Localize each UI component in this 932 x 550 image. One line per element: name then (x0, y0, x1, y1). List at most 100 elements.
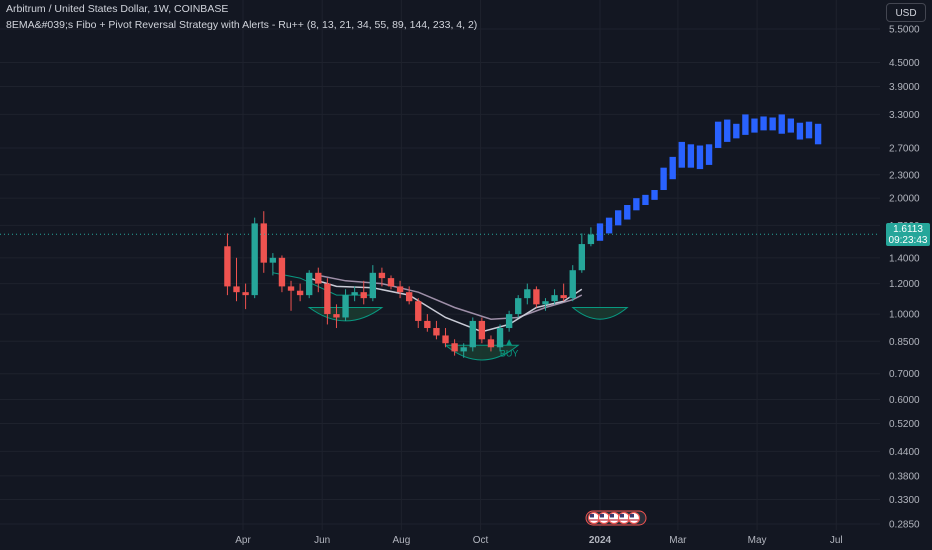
candle-body (542, 301, 549, 305)
buy-signal-label: BUY (500, 348, 519, 358)
projection-bar (633, 198, 640, 211)
flag-canton (630, 514, 634, 518)
candle-body (287, 286, 295, 291)
candle-body (433, 328, 440, 336)
price-tick-label: 0.5200 (889, 419, 920, 430)
projection-bar (642, 194, 649, 205)
projection-bar (724, 119, 731, 142)
price-axis: 5.5000 4.5000 3.9000 3.3000 2.7000 2.3000 2.00… (889, 25, 920, 531)
candle-body (260, 223, 267, 263)
price-tick-label: 3.9000 (889, 82, 920, 93)
projection-bar (678, 141, 685, 168)
price-tick-label: 0.7000 (889, 369, 920, 380)
candle-body (396, 286, 404, 293)
candle-body (442, 335, 449, 344)
projection-bar (660, 167, 667, 191)
candle-body (478, 320, 486, 340)
candle-body (569, 270, 576, 299)
candle-body (251, 223, 258, 296)
candle-body (487, 339, 495, 348)
projection-bar (760, 116, 767, 131)
indicator-legend[interactable]: 8EMA&#039;s Fibo + Pivot Reversal Strate… (6, 19, 478, 31)
candle-body (524, 289, 531, 299)
projection-bars (596, 114, 822, 241)
projection-bar (787, 118, 795, 133)
projection-bar (596, 223, 604, 241)
projection-bar (714, 121, 722, 148)
time-tick-label: May (748, 535, 767, 546)
last-price-tag: 1.6113 09:23:43 (886, 223, 930, 247)
candle-body (533, 289, 540, 305)
projection-bar (733, 123, 740, 139)
candle-body (587, 234, 595, 245)
price-tick-label: 0.3800 (889, 471, 920, 482)
price-tick-label: 4.5000 (889, 58, 920, 69)
projection-bar (742, 114, 749, 135)
candle-body (505, 314, 513, 329)
candle-body (405, 292, 413, 302)
projection-bar (651, 190, 658, 200)
candle-body (387, 278, 395, 287)
projection-bar (805, 121, 813, 139)
flag-canton (600, 514, 604, 518)
time-tick-label: 2024 (589, 535, 612, 546)
symbol-title[interactable]: Arbitrum / United States Dollar, 1W, COI… (6, 3, 229, 15)
price-tick-label: 1.4000 (889, 253, 920, 264)
projection-bar (796, 122, 804, 140)
candle-body (560, 295, 567, 299)
candle-body (224, 246, 231, 287)
candle-body (306, 272, 313, 296)
currency-button[interactable]: USD (886, 3, 926, 22)
candle-body (378, 272, 386, 279)
projection-bar (669, 156, 676, 180)
projection-bar (778, 114, 785, 134)
event-flags[interactable] (585, 510, 647, 526)
candle-body (278, 257, 286, 287)
projection-bar (751, 118, 758, 133)
projection-bar (614, 210, 622, 226)
last-price-value: 1.6113 (893, 224, 923, 236)
time-tick-label: Jun (314, 535, 330, 546)
candle-body (469, 320, 476, 348)
price-tick-label: 2.3000 (889, 170, 920, 181)
projection-bar (687, 144, 695, 168)
candle-body (333, 314, 340, 318)
projection-bar (696, 145, 704, 170)
candle-body (451, 343, 458, 352)
candle-body (233, 286, 240, 293)
chart-grid (0, 0, 880, 530)
candle-body (351, 292, 358, 296)
candle-body (415, 301, 422, 321)
candle-body (360, 292, 367, 299)
bar-countdown: 09:23:43 (888, 235, 928, 247)
candle-body (242, 292, 249, 296)
flag-canton (590, 514, 594, 518)
candle-body (315, 272, 322, 284)
projection-bar (624, 204, 631, 220)
candle-body (369, 272, 376, 299)
buy-arrow-icon (506, 339, 513, 346)
ema-short-line (308, 277, 583, 333)
pivot-arc (571, 307, 629, 320)
price-tick-label: 1.2000 (889, 279, 920, 290)
price-tick-label: 2.7000 (889, 143, 920, 154)
flag-canton (620, 514, 624, 518)
candle-body (460, 347, 467, 352)
candle-body (578, 244, 586, 271)
projection-bar (605, 217, 613, 234)
buy-signal: BUY (500, 339, 519, 358)
price-tick-label: 1.0000 (889, 310, 920, 321)
price-tick-label: 0.3300 (889, 495, 920, 506)
time-axis: Apr Jun Aug Oct 2024 Mar May Jul (235, 535, 842, 546)
pivot-arcs (307, 307, 629, 361)
price-tick-label: 0.8500 (889, 337, 920, 348)
price-tick-label: 0.4400 (889, 447, 920, 458)
time-tick-label: Mar (669, 535, 687, 546)
price-tick-label: 3.3000 (889, 110, 920, 121)
projection-bar (769, 117, 776, 131)
time-tick-label: Jul (830, 535, 843, 546)
price-tick-label: 5.5000 (889, 25, 920, 36)
candles (224, 211, 595, 358)
projection-bar (814, 123, 822, 145)
